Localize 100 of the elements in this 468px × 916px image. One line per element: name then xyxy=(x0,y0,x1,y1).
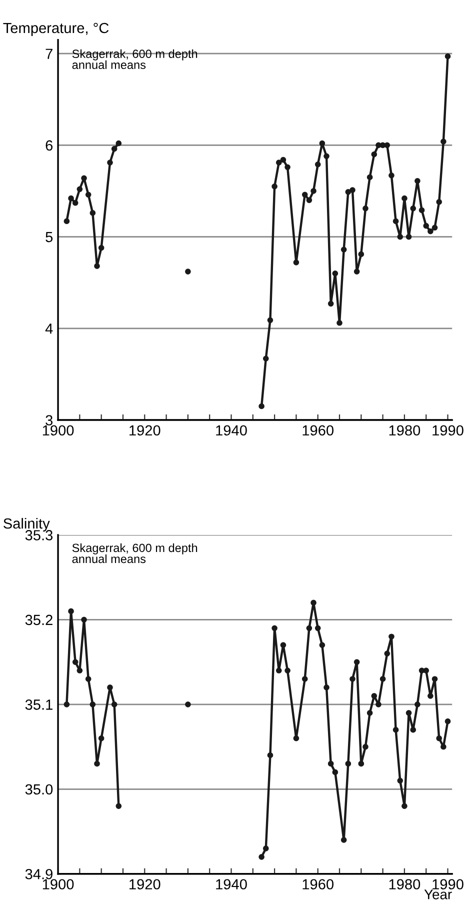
point xyxy=(306,197,312,204)
point xyxy=(388,634,394,640)
point xyxy=(111,701,118,708)
y-tick-label: 7 xyxy=(46,48,52,59)
point xyxy=(397,778,404,784)
point xyxy=(340,837,347,843)
point xyxy=(276,668,282,674)
y-tick-label: 3 xyxy=(46,415,53,426)
point xyxy=(388,172,394,178)
point xyxy=(436,735,442,742)
point xyxy=(371,693,378,699)
point xyxy=(267,317,274,324)
point xyxy=(81,616,87,623)
point xyxy=(258,854,264,860)
point xyxy=(444,718,451,724)
point xyxy=(293,260,300,266)
point xyxy=(293,735,300,742)
point xyxy=(410,205,416,212)
point xyxy=(262,846,269,852)
point xyxy=(324,684,330,690)
point xyxy=(306,625,312,632)
y-tick-label: 35.0 xyxy=(25,784,53,795)
point xyxy=(64,218,70,224)
point xyxy=(284,668,290,674)
point xyxy=(414,701,420,708)
point xyxy=(68,195,74,202)
y-tick-label: 34.9 xyxy=(25,868,52,880)
point xyxy=(406,710,412,716)
point xyxy=(314,625,321,632)
y-tick-label: 5 xyxy=(46,232,53,242)
point xyxy=(72,659,78,665)
y-axis-title: Salinity xyxy=(4,518,50,532)
x-tick-label: 1960 xyxy=(302,879,334,890)
point xyxy=(380,676,386,682)
point xyxy=(444,53,451,60)
point xyxy=(98,735,104,742)
point xyxy=(64,701,70,708)
point xyxy=(272,625,278,632)
point xyxy=(90,701,96,708)
annotation: Skagerrak, 600 m depth annual means xyxy=(72,543,198,564)
point xyxy=(302,676,308,682)
y-axis-title: Temperature, °C xyxy=(3,22,109,36)
point xyxy=(362,205,368,212)
point xyxy=(302,192,308,198)
point xyxy=(328,760,334,767)
point xyxy=(98,244,104,251)
point xyxy=(76,186,83,192)
x-tick-label: 1920 xyxy=(130,425,160,436)
x-tick-label: 1940 xyxy=(216,425,247,436)
x-tick-label: 1940 xyxy=(216,879,247,890)
point xyxy=(332,769,338,776)
point xyxy=(276,160,282,166)
point xyxy=(423,222,430,229)
point xyxy=(336,320,342,326)
x-tick-label: 1990 xyxy=(432,425,464,436)
point xyxy=(358,251,364,258)
point xyxy=(392,218,399,224)
y-tick-label: 35.1 xyxy=(25,700,52,710)
point xyxy=(94,263,100,270)
y-tick-label: 4 xyxy=(45,324,53,334)
x-tick-label: 1900 xyxy=(42,425,74,436)
point xyxy=(328,300,334,307)
point xyxy=(354,268,360,275)
y-tick-label: 35.2 xyxy=(25,614,52,626)
x-tick-label: 1900 xyxy=(42,879,74,890)
point xyxy=(366,710,373,716)
point xyxy=(111,146,118,152)
point xyxy=(85,676,92,682)
point xyxy=(324,153,330,160)
point xyxy=(76,668,83,674)
point xyxy=(116,140,122,146)
point xyxy=(258,403,264,410)
point xyxy=(319,642,326,648)
point xyxy=(267,752,274,758)
point xyxy=(384,650,390,656)
point xyxy=(68,608,74,614)
point xyxy=(319,140,326,146)
x-tick-label: 1980 xyxy=(389,425,420,436)
point xyxy=(345,760,352,767)
point xyxy=(185,268,191,275)
point xyxy=(185,701,191,708)
x-tick-label: 1920 xyxy=(130,879,160,890)
point xyxy=(392,726,399,733)
point xyxy=(397,234,404,240)
x-axis-title: Year xyxy=(424,890,452,900)
point xyxy=(85,192,92,198)
point xyxy=(366,174,373,180)
point xyxy=(350,187,356,193)
point xyxy=(284,164,290,170)
point xyxy=(345,188,352,195)
point xyxy=(310,600,316,606)
point xyxy=(90,210,96,216)
point xyxy=(428,228,434,234)
point xyxy=(428,693,434,699)
point xyxy=(350,676,356,682)
point xyxy=(436,199,442,205)
point xyxy=(362,744,368,750)
x-tick-label: 1990 xyxy=(432,879,464,890)
point xyxy=(332,270,338,276)
point xyxy=(402,195,408,202)
